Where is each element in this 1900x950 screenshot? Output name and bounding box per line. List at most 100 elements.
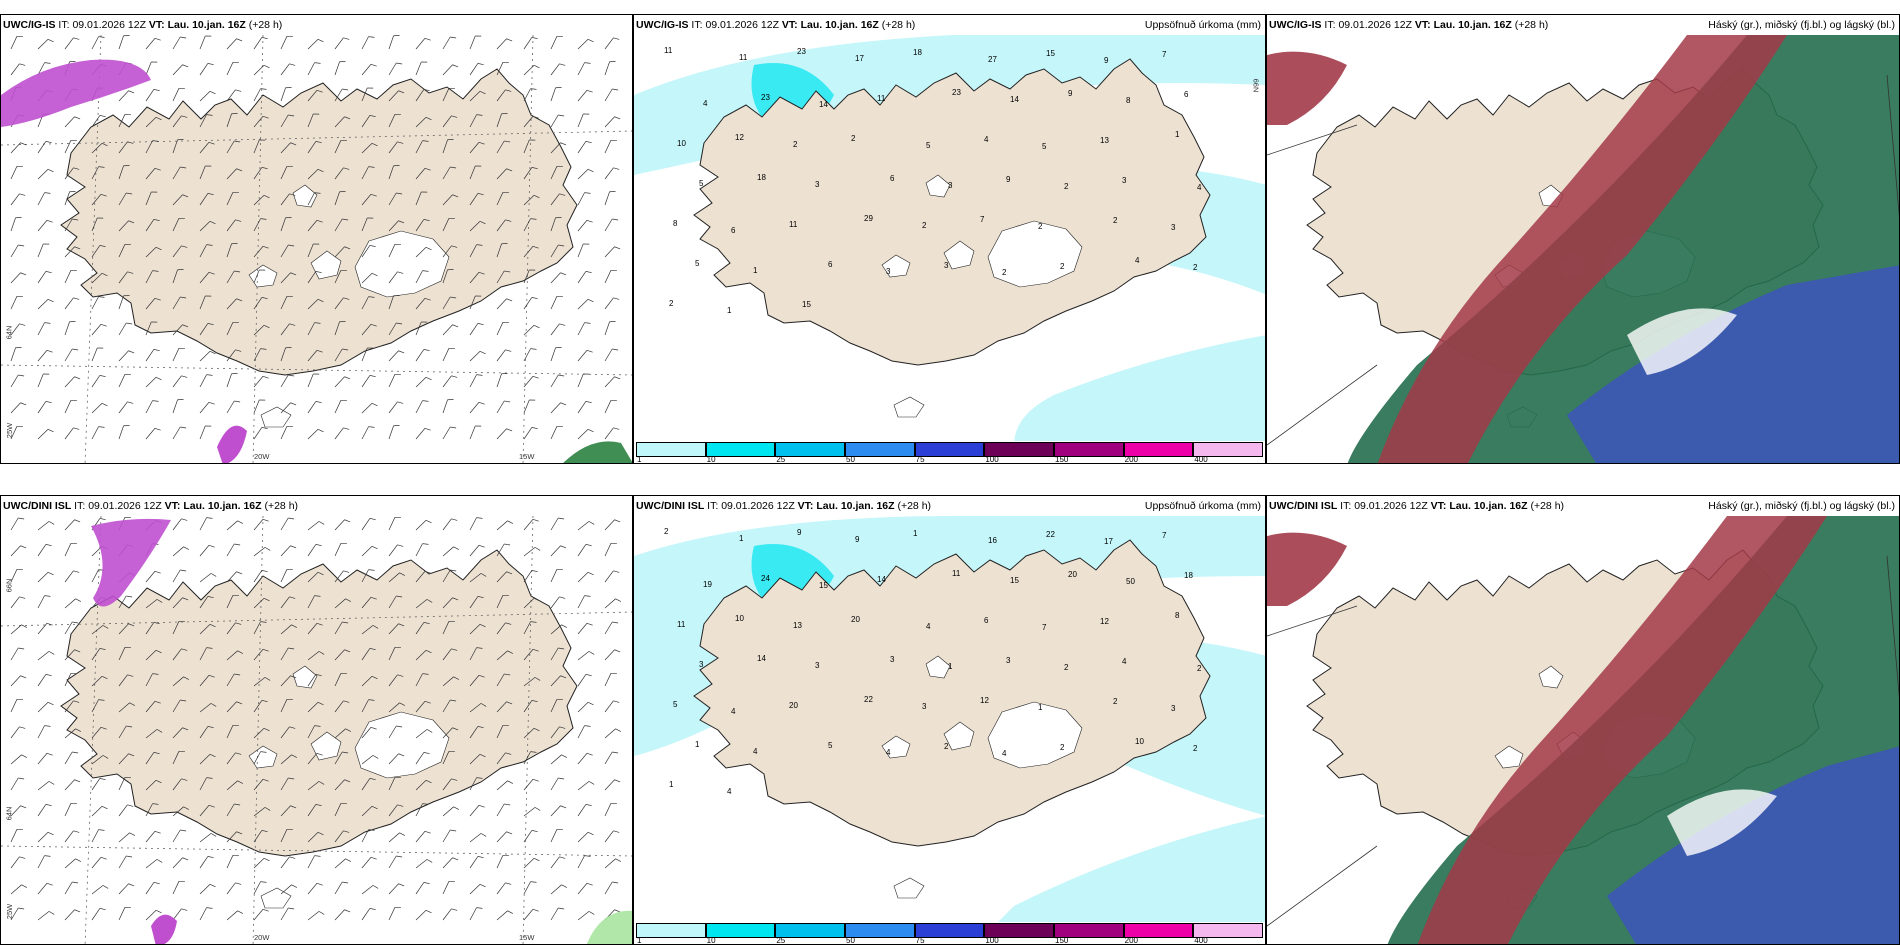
- wind-barb: [10, 36, 18, 50]
- wind-barb: [361, 426, 369, 440]
- wind-barb-feather: [588, 911, 595, 915]
- wind-barb-feather: [20, 272, 27, 276]
- wind-barb-feather: [476, 244, 483, 246]
- wind-barb: [334, 191, 340, 206]
- wind-barb: [226, 725, 234, 739]
- wind-barb: [469, 517, 477, 531]
- lon-15w-label: 15W: [519, 933, 535, 942]
- wind-barb-feather: [344, 909, 351, 913]
- wind-barb-feather: [476, 114, 483, 116]
- wind-barb-feather: [102, 625, 109, 629]
- precip-value-label: 1: [695, 740, 700, 749]
- wind-barb: [442, 218, 450, 232]
- wind-barb: [388, 165, 394, 180]
- wind-barb-feather: [154, 700, 161, 704]
- wind-barb: [604, 400, 612, 414]
- wind-barb-feather: [530, 751, 537, 753]
- wind-barb: [469, 323, 479, 336]
- wind-barb-feather: [128, 753, 135, 757]
- wind-barb: [442, 676, 454, 687]
- wind-barb-feather: [450, 829, 457, 832]
- wind-barb-feather: [48, 911, 55, 915]
- it-label: IT:: [58, 19, 70, 31]
- wind-barb-feather: [477, 63, 484, 66]
- lead-time: (+28 h): [264, 500, 299, 512]
- wind-barb: [604, 570, 614, 583]
- it-value: 09.01.2026 12Z: [88, 500, 162, 512]
- it-value: 09.01.2026 12Z: [705, 19, 779, 31]
- wind-barb: [307, 572, 319, 583]
- wind-barb: [550, 545, 561, 557]
- wind-barb: [550, 374, 559, 388]
- wind-barb-feather: [181, 245, 188, 248]
- wind-barb: [550, 296, 558, 310]
- wind-barb: [118, 804, 128, 817]
- wind-barb-feather: [99, 648, 106, 651]
- wind-barb: [145, 882, 155, 895]
- precip-value-label: 4: [886, 748, 891, 757]
- precip-value-label: 3: [1122, 176, 1127, 185]
- wind-barb: [523, 269, 530, 284]
- wind-barb: [10, 596, 20, 609]
- wind-barb-feather: [181, 778, 188, 781]
- wind-barb: [91, 676, 103, 687]
- wind-barb: [118, 271, 128, 284]
- precip-value-label: 3: [815, 661, 820, 670]
- wind-barb: [577, 141, 587, 154]
- glacier: [248, 264, 278, 288]
- wind-barb-feather: [236, 168, 243, 172]
- wind-barb: [442, 546, 454, 557]
- wind-barb: [172, 139, 178, 154]
- colorbar-tick-label: 75: [915, 455, 925, 464]
- wind-barb: [523, 858, 535, 869]
- panel-header: UWC/IG-IS IT: 09.01.2026 12Z VT: Lau. 10…: [1, 15, 632, 35]
- wind-barb-feather: [288, 374, 295, 377]
- wind-barb: [469, 272, 480, 284]
- precip-value-label: 2: [1197, 664, 1202, 673]
- wind-barb-feather: [533, 597, 540, 602]
- wind-barb-feather: [46, 349, 53, 353]
- wind-barb-feather: [370, 596, 377, 600]
- wind-barb-feather: [209, 623, 216, 628]
- wind-barb: [496, 38, 507, 50]
- precip-value-label: 10: [677, 139, 686, 148]
- wind-barb: [523, 700, 533, 713]
- precip-value-label: 29: [864, 214, 873, 223]
- wind-barb-feather: [530, 88, 537, 90]
- wind-barb: [226, 113, 232, 128]
- wind-barb: [64, 191, 70, 206]
- glacier: [292, 184, 318, 208]
- wind-barb-feather: [183, 676, 190, 680]
- wind-barb: [577, 299, 589, 310]
- precip-value-label: 3: [1171, 704, 1176, 713]
- wind-barb-feather: [615, 598, 622, 602]
- wind-barb: [577, 702, 589, 713]
- wind-barb: [226, 701, 237, 713]
- wind-barb-feather: [344, 376, 351, 380]
- wind-barb-feather: [399, 832, 406, 836]
- colorbar-swatch: [705, 923, 776, 938]
- wind-barb: [253, 167, 263, 180]
- wind-barb: [145, 599, 158, 609]
- wind-barb: [442, 194, 453, 206]
- panel-header: UWC/DINI ISL IT: 09.01.2026 12Z VT: Lau.…: [1267, 496, 1899, 516]
- wind-barb: [388, 220, 399, 232]
- wind-barb: [280, 856, 290, 869]
- wind-barb-feather: [342, 218, 349, 221]
- wind-barb: [496, 243, 502, 258]
- wind-barb: [388, 572, 400, 583]
- wind-barb-feather: [613, 37, 620, 40]
- wind-barb-feather: [587, 701, 594, 706]
- wind-barb: [496, 373, 502, 388]
- wind-barb: [442, 829, 451, 843]
- wind-barb-feather: [397, 141, 404, 144]
- vt-label: VT:: [1414, 19, 1431, 31]
- wind-barb: [10, 272, 21, 284]
- wind-barb: [172, 296, 181, 310]
- wind-barb: [253, 297, 263, 310]
- wind-barb: [280, 829, 288, 843]
- wind-barb-feather: [262, 375, 269, 379]
- wind-barb: [604, 191, 610, 206]
- wind-barb-feather: [128, 350, 135, 354]
- wind-barb-feather: [559, 726, 566, 729]
